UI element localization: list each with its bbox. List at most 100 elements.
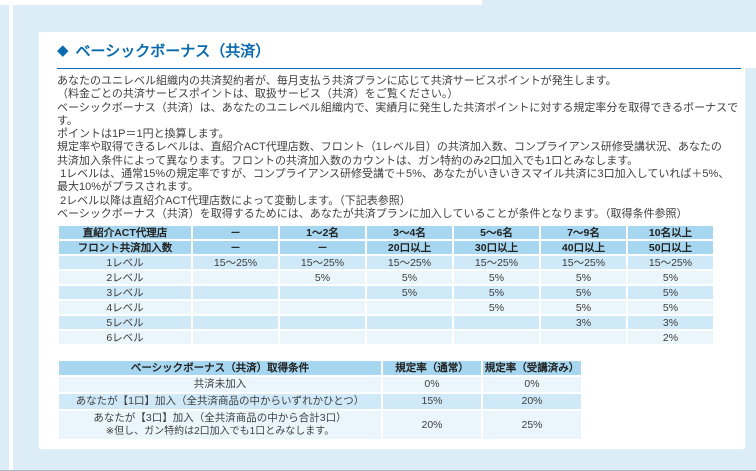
rate-table-cell: 5% (454, 286, 539, 300)
rate-normal-cell: 0% (383, 377, 481, 393)
rate-table-cell: 5レベル (59, 316, 191, 330)
intro-line: 規定率や取得できるレベルは、直紹介ACT代理店数、フロント（1レベル目）の共済加… (57, 141, 722, 154)
intro-line: 共済加入条件によって異なります。フロントの共済加入数のカウントは、ガン特約のみ2… (57, 154, 639, 167)
rate-table-cell: 5% (541, 271, 626, 285)
rate-table-cell: 4レベル (59, 301, 191, 315)
rate-table-cell: 1レベル (59, 256, 191, 270)
rate-table-cell (280, 286, 365, 300)
rate-trained-cell: 0% (483, 377, 581, 393)
rate-table-header-cell: 1～2名 (280, 226, 365, 240)
condition-cell: 共済未加入 (59, 377, 381, 393)
intro-line: ポイントは1P＝1円と換算します。 (57, 128, 230, 141)
rate-table-cell: 15～25% (541, 256, 626, 270)
rate-table-header-cell: 30口以上 (454, 241, 539, 255)
rate-table-cell: 3% (541, 316, 626, 330)
rate-table-cell: 15～25% (193, 256, 278, 270)
intro-line: （料金ごとの共済サービスポイントは、取扱サービス（共済）をご覧ください。） (57, 88, 459, 101)
rate-table-cell: 15～25% (628, 256, 713, 270)
rate-table-row: 3レベル 5% 5% 5% 5% (59, 286, 713, 300)
rate-table-header-cell: 直紹介ACT代理店 (59, 226, 191, 240)
rate-table-cell (541, 331, 626, 345)
condition-cell: あなたが【1口】加入（全共済商品の中からいずれかひとつ） (59, 394, 381, 410)
content-card: ◆ ベーシックボーナス（共済） あなたのユニレベル組織内の共済契約者が、毎月支払… (39, 32, 745, 449)
rate-table-row: 1レベル 15～25% 15～25% 15～25% 15～25% 15～25% 15～25% (59, 256, 713, 270)
condition-note: ※但し、ガン特約は2口加入でも1口とみなします。 (105, 426, 335, 438)
rate-table-cell (280, 301, 365, 315)
rate-table-header-cell: － (193, 226, 278, 240)
rate-table-cell: 5% (628, 301, 713, 315)
conditions-table: ベーシックボーナス（共済）取得条件 規定率（通常） 規定率（受講済み） 共済未加… (57, 359, 583, 441)
rate-table-cell (280, 316, 365, 330)
rate-table-cell (367, 301, 452, 315)
rate-table-cell: 5% (367, 271, 452, 285)
rate-table-cell: 6レベル (59, 331, 191, 345)
intro-line: あなたのユニレベル組織内の共済契約者が、毎月支払う共済プランに応じて共済サービス… (57, 75, 617, 87)
rate-table-header-cell: 40口以上 (541, 241, 626, 255)
rate-table-header-cell: フロント共済加入数 (59, 241, 191, 255)
rate-table-cell: 15～25% (367, 256, 452, 270)
rate-table-body: 直紹介ACT代理店－ 1～2名 3～4名 5～6名 7～9名 10名以上 フロント共済加入数… (59, 226, 713, 345)
rate-table-header-cell: 50口以上 (628, 241, 713, 255)
rate-normal-cell: 15% (383, 394, 481, 410)
rate-table-header-cell: 10名以上 (628, 226, 713, 240)
rate-table-cell: 3% (628, 316, 713, 330)
rate-table-header-cell: 3～4名 (367, 226, 452, 240)
rate-table-cell (193, 301, 278, 315)
rate-table-header-row: 直紹介ACT代理店－ 1～2名 3～4名 5～6名 7～9名 10名以上 (59, 226, 713, 240)
conditions-header-trained: 規定率（受講済み） (483, 361, 581, 376)
rate-table-cell (193, 331, 278, 345)
rate-table: 直紹介ACT代理店－ 1～2名 3～4名 5～6名 7～9名 10名以上 フロント共済加入数… (57, 224, 715, 346)
intro-line: 2レベル以降は直紹介ACT代理店数によって変動します。（下記表参照） (57, 194, 411, 207)
rate-table-header-cell: 20口以上 (367, 241, 452, 255)
rate-table-header-cell: － (193, 241, 278, 255)
rate-table-cell: 5% (280, 271, 365, 285)
condition-cell: あなたが【3口】加入（全共済商品の中から合計3口） ※但し、ガン特約は2口加入でも… (59, 411, 381, 440)
conditions-table-row: あなたが【1口】加入（全共済商品の中からいずれかひとつ） 15% 20% (59, 394, 581, 410)
rate-table-cell: 5% (454, 301, 539, 315)
rate-table-header-row: フロント共済加入数－－ 20口以上 30口以上 40口以上 50口以上 (59, 241, 713, 255)
rate-table-cell: 5% (628, 286, 713, 300)
rate-table-header-cell: － (280, 241, 365, 255)
rate-table-cell (193, 286, 278, 300)
rate-table-cell: 2レベル (59, 271, 191, 285)
rate-table-cell: 5% (628, 271, 713, 285)
intro-line: ベーシックボーナス（共済）を取得するためには、あなたが共済プランに加入しているこ… (57, 207, 688, 220)
rate-table-cell (280, 331, 365, 345)
condition-text: あなたが【3口】加入（全共済商品の中から合計3口） (93, 412, 347, 425)
intro-line: 1レベルは、通常15%の規定率ですが、コンプライアンス研修受講で＋5%、あなたが… (57, 168, 730, 181)
conditions-table-header-row: ベーシックボーナス（共済）取得条件 規定率（通常） 規定率（受講済み） (59, 361, 581, 376)
rate-table-cell (193, 271, 278, 285)
page-title: ベーシックボーナス（共済） (75, 43, 271, 60)
rate-table-cell: 15～25% (454, 256, 539, 270)
rate-table-cell (193, 316, 278, 330)
condition-text: 共済未加入 (193, 378, 247, 391)
rate-table-header-cell: 7～9名 (541, 226, 626, 240)
rate-trained-cell: 25% (483, 411, 581, 440)
conditions-header-condition: ベーシックボーナス（共済）取得条件 (59, 361, 381, 376)
condition-text: あなたが【1口】加入（全共済商品の中からいずれかひとつ） (75, 395, 365, 408)
rate-table-row: 4レベル 5% 5% 5% (59, 301, 713, 315)
rate-table-cell: 2% (628, 331, 713, 345)
conditions-table-row: あなたが【3口】加入（全共済商品の中から合計3口） ※但し、ガン特約は2口加入でも… (59, 411, 581, 440)
rate-table-cell: 3レベル (59, 286, 191, 300)
intro-line: ベーシックボーナス（共済）は、あなたのユニレベル組織内で、実績月に発生した共済ポ… (57, 101, 739, 127)
conditions-header-normal: 規定率（通常） (383, 361, 481, 376)
rate-normal-cell: 20% (383, 411, 481, 440)
rate-table-row: 2レベル 5% 5% 5% 5% 5% (59, 271, 713, 285)
intro-line: 最大10%がプラスされます。 (57, 181, 199, 194)
rate-table-cell (367, 331, 452, 345)
rate-table-cell: 5% (454, 271, 539, 285)
rate-table-row: 6レベル 2% (59, 331, 713, 345)
rate-table-cell (454, 316, 539, 330)
rate-table-cell: 5% (541, 301, 626, 315)
rate-trained-cell: 20% (483, 394, 581, 410)
section-title: ◆ ベーシックボーナス（共済） (57, 40, 741, 69)
rate-table-cell: 15～25% (280, 256, 365, 270)
rate-table-cell: 5% (541, 286, 626, 300)
rate-table-header-cell: 5～6名 (454, 226, 539, 240)
diamond-icon: ◆ (57, 42, 69, 59)
intro-paragraph: あなたのユニレベル組織内の共済契約者が、毎月支払う共済プランに応じて共済サービス… (57, 75, 741, 221)
conditions-table-row: 共済未加入 0% 0% (59, 377, 581, 393)
rate-table-cell (454, 331, 539, 345)
